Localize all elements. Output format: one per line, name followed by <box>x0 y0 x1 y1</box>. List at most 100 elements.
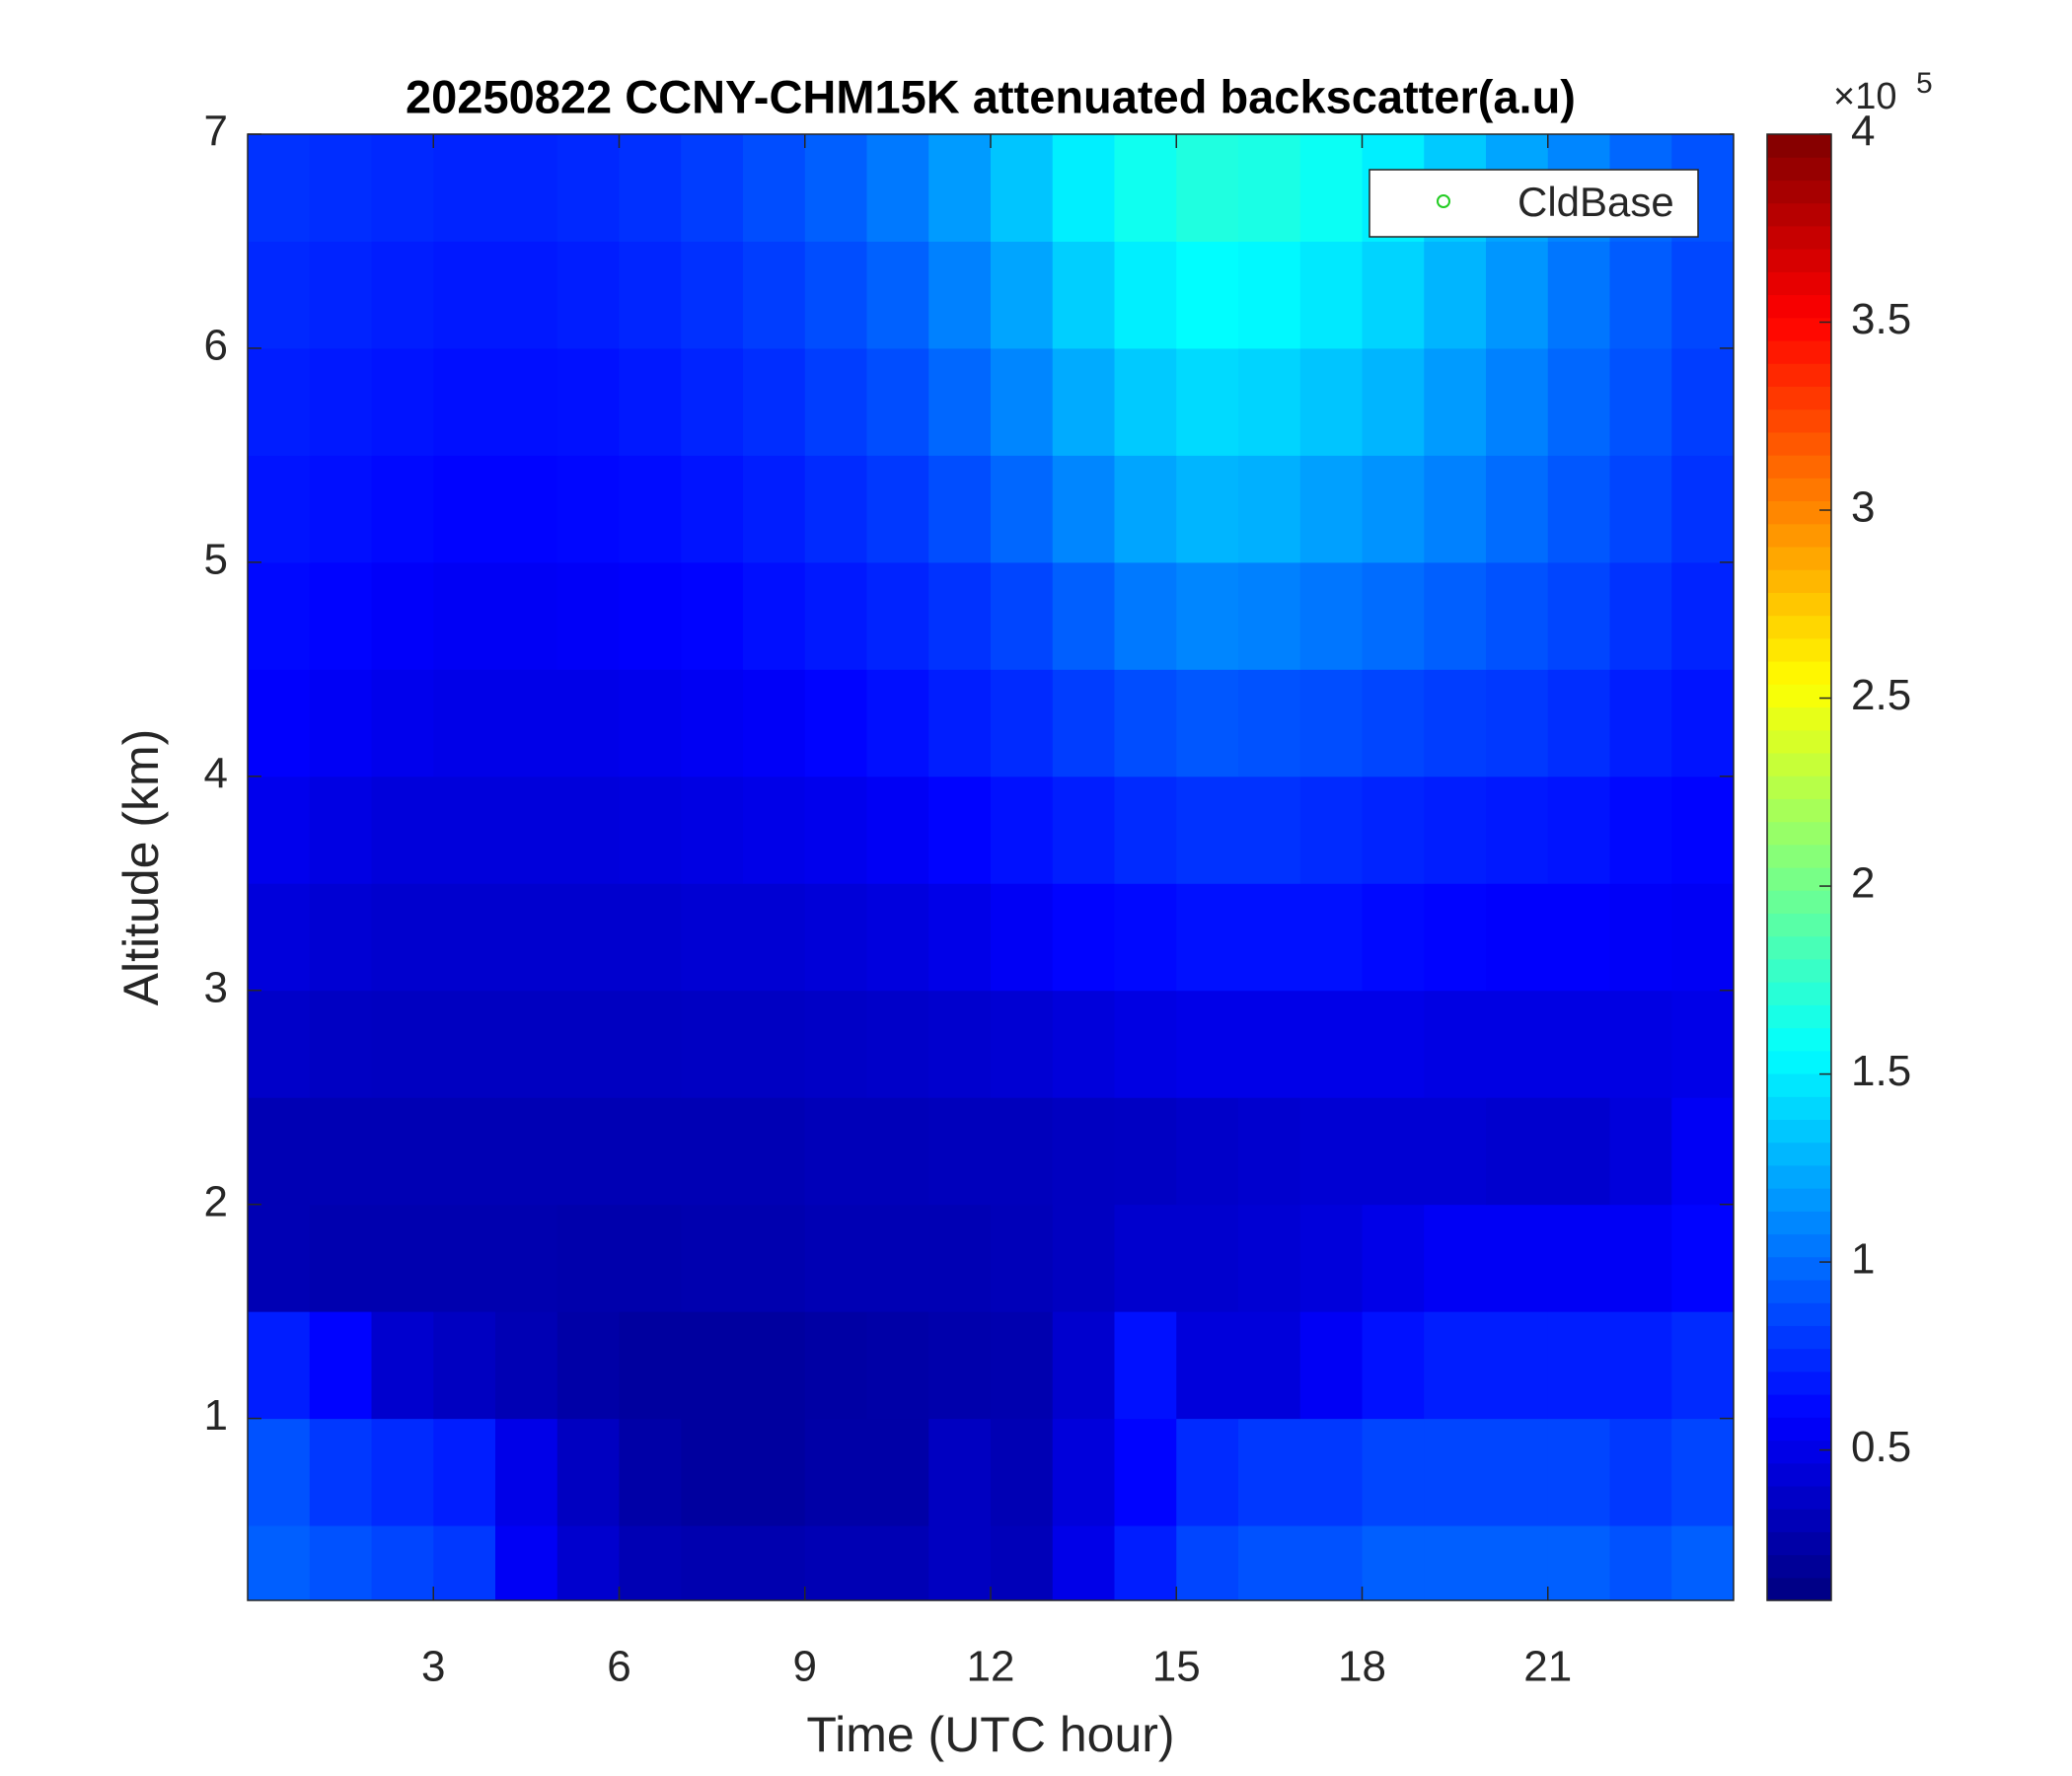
heatmap-cell <box>1114 561 1177 670</box>
heatmap-cell <box>556 455 620 563</box>
heatmap-cell <box>1238 1525 1301 1601</box>
heatmap-cell <box>681 1418 744 1526</box>
heatmap-cell <box>371 1418 434 1526</box>
heatmap-cell <box>1609 1204 1672 1312</box>
heatmap-cell <box>248 347 311 456</box>
heatmap-cell <box>556 241 620 349</box>
heatmap-cell <box>1362 561 1425 670</box>
heatmap-cell <box>556 1418 620 1526</box>
x-tick-label: 12 <box>967 1643 1015 1691</box>
heatmap-cell <box>1176 455 1239 563</box>
heatmap-cell <box>1486 669 1549 777</box>
colorbar-swatch <box>1767 431 1831 456</box>
heatmap-cell <box>1052 1525 1115 1601</box>
colorbar-swatch <box>1767 157 1831 182</box>
heatmap-cell <box>1609 1097 1672 1206</box>
heatmap-cell <box>371 1204 434 1312</box>
heatmap-cell <box>1114 1418 1177 1526</box>
heatmap-cell <box>495 1204 558 1312</box>
heatmap-cell <box>248 990 311 1098</box>
heatmap-cell <box>433 776 496 884</box>
heatmap-cell <box>743 241 806 349</box>
heatmap-cell <box>1609 241 1672 349</box>
heatmap-cell <box>1238 455 1301 563</box>
heatmap-cell <box>1362 883 1425 992</box>
heatmap-cell <box>1424 776 1487 884</box>
colorbar-swatch <box>1767 455 1831 479</box>
heatmap-cell <box>1671 241 1735 349</box>
y-tick-label: 7 <box>204 108 228 156</box>
heatmap-cell <box>1547 1525 1610 1601</box>
colorbar-swatch <box>1767 935 1831 960</box>
heatmap-cell <box>309 561 372 670</box>
heatmap-cell <box>928 776 992 884</box>
heatmap-cell <box>1671 776 1735 884</box>
heatmap-cell <box>1671 561 1735 670</box>
heatmap-cell <box>991 241 1054 349</box>
heatmap-cell <box>1299 455 1363 563</box>
colorbar-swatch <box>1767 1027 1831 1052</box>
heatmap-cell <box>248 1525 311 1601</box>
heatmap-cell <box>866 1097 929 1206</box>
heatmap-cell <box>1114 134 1177 242</box>
heatmap-cell <box>1609 1311 1672 1420</box>
heatmap-cell <box>1424 1525 1487 1601</box>
heatmap-cell <box>1424 455 1487 563</box>
heatmap-cell <box>309 776 372 884</box>
heatmap-cell <box>1238 1204 1301 1312</box>
heatmap-cell <box>1671 1311 1735 1420</box>
heatmap-cell <box>1238 669 1301 777</box>
colorbar-swatch <box>1767 500 1831 525</box>
x-tick-label: 3 <box>421 1643 445 1691</box>
colorbar-swatch <box>1767 478 1831 502</box>
heatmap-cell <box>804 1204 867 1312</box>
heatmap-cell <box>495 990 558 1098</box>
heatmap-cell <box>433 1311 496 1420</box>
colorbar-swatch <box>1767 1211 1831 1235</box>
heatmap-cell <box>991 669 1054 777</box>
heatmap-cell <box>804 455 867 563</box>
heatmap-cell <box>928 669 992 777</box>
heatmap-cell <box>556 347 620 456</box>
heatmap-cell <box>1299 1204 1363 1312</box>
colorbar-swatch <box>1767 134 1831 158</box>
heatmap-cell <box>619 1525 682 1601</box>
heatmap-cell <box>928 883 992 992</box>
heatmap-cell <box>743 134 806 242</box>
heatmap-cell <box>433 1204 496 1312</box>
colorbar-tick-label: 2 <box>1851 859 1875 908</box>
y-tick-label: 3 <box>204 963 228 1011</box>
heatmap-cell <box>1238 776 1301 884</box>
heatmap-cell <box>804 1097 867 1206</box>
heatmap-cell <box>619 561 682 670</box>
heatmap-cell <box>1486 1097 1549 1206</box>
heatmap-cell <box>928 1204 992 1312</box>
heatmap-cell <box>1486 990 1549 1098</box>
colorbar-tick-label: 1 <box>1851 1235 1875 1284</box>
colorbar-swatch <box>1767 180 1831 204</box>
heatmap-cell <box>1176 134 1239 242</box>
heatmap-cell <box>991 1418 1054 1526</box>
heatmap-cell <box>248 883 311 992</box>
heatmap-cell <box>1299 1311 1363 1420</box>
heatmap-cell <box>556 669 620 777</box>
heatmap-cell <box>495 134 558 242</box>
colorbar-swatch <box>1767 363 1831 388</box>
heatmap-cell <box>433 669 496 777</box>
colorbar-swatch <box>1767 1004 1831 1029</box>
colorbar-swatch <box>1767 913 1831 937</box>
heatmap-cell <box>1547 883 1610 992</box>
heatmap-cell <box>433 347 496 456</box>
heatmap-cell <box>1609 669 1672 777</box>
heatmap-cell <box>433 883 496 992</box>
heatmap-cell <box>556 1311 620 1420</box>
heatmap-cell <box>556 883 620 992</box>
heatmap-cell <box>1176 669 1239 777</box>
heatmap-cell <box>495 669 558 777</box>
heatmap-cell <box>1547 1204 1610 1312</box>
colorbar-tick-label: 3 <box>1851 483 1875 532</box>
heatmap-cell <box>1486 1418 1549 1526</box>
heatmap-cell <box>1486 1311 1549 1420</box>
heatmap-cell <box>991 1097 1054 1206</box>
heatmap-cell <box>309 347 372 456</box>
